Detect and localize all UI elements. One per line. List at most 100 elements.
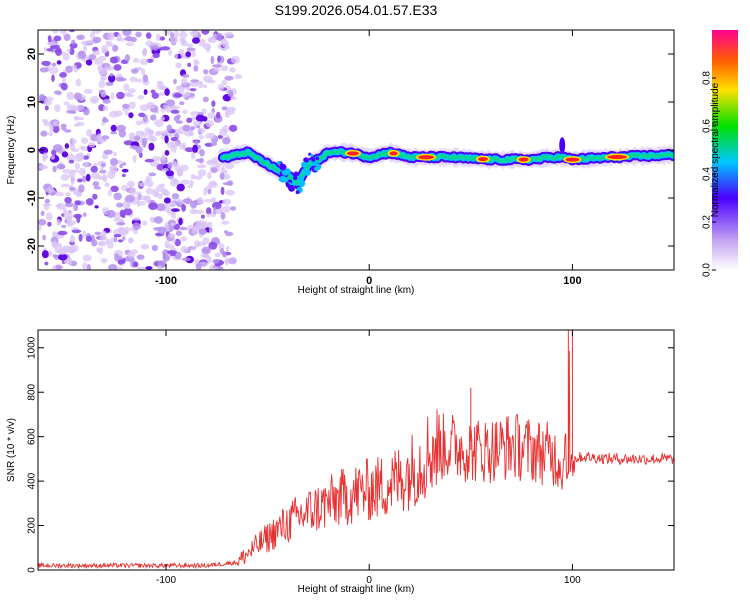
scatter-dot	[298, 180, 306, 187]
noise-blob	[82, 230, 87, 239]
noise-blob	[44, 198, 50, 204]
noise-blob	[193, 140, 199, 145]
noise-blob	[224, 75, 234, 81]
y-tick-label: 200	[27, 517, 38, 534]
noise-blob	[113, 234, 122, 238]
noise-blob	[101, 45, 108, 54]
noise-blob	[207, 171, 212, 179]
noise-blob	[211, 156, 219, 166]
noise-blob	[82, 254, 92, 262]
noise-blob	[212, 33, 218, 41]
noise-blob	[122, 162, 127, 166]
scatter-dot	[284, 168, 291, 176]
noise-blob	[85, 235, 92, 242]
hotspot-core	[565, 157, 580, 162]
noise-blob	[104, 66, 111, 71]
x-tick-label: 100	[564, 575, 581, 586]
noise-blob	[210, 167, 218, 174]
snr-frame	[37, 329, 675, 571]
noise-blob	[140, 68, 146, 76]
noise-blob	[83, 161, 88, 168]
noise-blob	[192, 37, 200, 44]
noise-blob	[155, 203, 166, 212]
noise-blob	[116, 221, 126, 226]
noise-blob	[133, 57, 140, 64]
noise-blob	[184, 91, 191, 97]
noise-blob	[165, 170, 174, 177]
noise-blob	[198, 39, 206, 44]
noise-blob	[59, 72, 67, 78]
hotspot-core	[478, 157, 488, 162]
noise-blob	[113, 218, 122, 222]
noise-blob	[69, 186, 76, 191]
noise-blob	[110, 124, 117, 132]
noise-blob	[208, 241, 218, 250]
noise-blob	[180, 142, 187, 148]
noise-blob	[135, 120, 143, 126]
noise-blob	[83, 44, 88, 52]
y-tick-label: 800	[27, 383, 38, 400]
noise-blob	[109, 164, 118, 172]
noise-blob	[124, 111, 129, 116]
noise-blob	[64, 192, 71, 197]
noise-blob	[192, 120, 203, 126]
noise-blob	[178, 32, 188, 38]
noise-blob	[89, 31, 96, 39]
noise-blob	[166, 124, 173, 132]
noise-blob	[51, 240, 57, 247]
noise-blob	[148, 202, 158, 210]
noise-blob	[203, 199, 214, 203]
x-tick-label: -100	[155, 275, 177, 287]
noise-blob	[163, 129, 168, 137]
scatter-dot	[303, 169, 311, 176]
noise-blob	[117, 33, 122, 41]
noise-blob	[226, 180, 234, 187]
noise-blob	[221, 198, 232, 206]
noise-blob	[41, 119, 48, 123]
noise-blob	[179, 101, 185, 106]
noise-blob	[91, 30, 102, 34]
noise-blob	[98, 55, 107, 62]
noise-blob	[110, 131, 118, 135]
noise-blob	[225, 189, 235, 196]
noise-blob	[205, 207, 212, 215]
scatter-dot	[313, 166, 319, 172]
noise-blob	[231, 55, 240, 64]
spectrogram-x-label: Height of straight line (km)	[298, 285, 415, 296]
noise-blob	[54, 264, 63, 270]
noise-blob	[125, 93, 135, 98]
noise-blob	[126, 180, 135, 188]
noise-blob	[129, 187, 137, 196]
noise-blob	[54, 104, 61, 113]
noise-blob	[52, 265, 57, 270]
noise-blob	[53, 144, 63, 152]
noise-blob	[190, 200, 197, 209]
noise-blob	[62, 30, 67, 37]
noise-blob	[109, 237, 115, 243]
noise-blob	[192, 144, 199, 153]
noise-blob	[94, 205, 99, 209]
scatter-dot	[311, 157, 316, 162]
noise-blob	[142, 74, 149, 83]
noise-blob	[106, 209, 116, 218]
noise-blob	[39, 93, 46, 101]
colorbar-tick-label: 0.8	[702, 71, 713, 85]
noise-blob	[128, 132, 136, 140]
noise-blob	[163, 104, 169, 110]
scatter-dot	[279, 163, 287, 171]
noise-blob	[45, 187, 55, 194]
ridge-spike	[559, 137, 566, 154]
noise-blob	[114, 253, 120, 262]
spectrogram-y-label: Frequency (Hz)	[6, 116, 17, 185]
noise-blob	[128, 112, 134, 119]
noise-blob	[129, 76, 138, 83]
noise-blob	[185, 147, 194, 153]
noise-blob	[208, 226, 213, 234]
hotspot-core	[418, 155, 435, 160]
noise-blob	[43, 47, 48, 52]
noise-blob	[82, 155, 90, 160]
noise-blob	[108, 264, 118, 270]
